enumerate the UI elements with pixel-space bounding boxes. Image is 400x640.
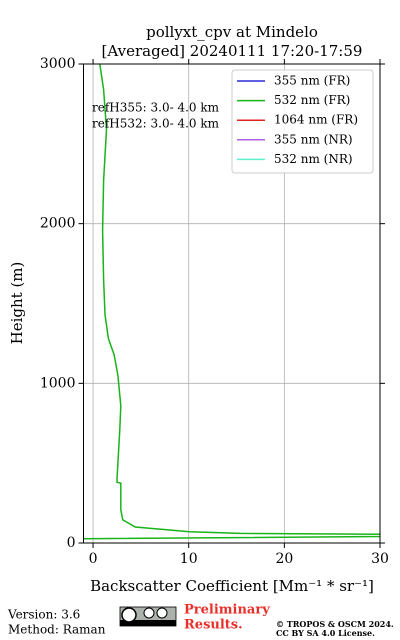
legend-label: 532 nm (NR)	[274, 152, 353, 166]
cc-logo	[119, 606, 177, 627]
x-tick-label: 10	[180, 551, 198, 567]
x-tick-label: 30	[371, 551, 389, 567]
plot-area	[83, 64, 380, 540]
method: Method: Raman	[8, 623, 106, 637]
x-axis-label: Backscatter Coefficient [Mm⁻¹ * sr⁻¹]	[90, 577, 374, 595]
license: CC BY SA 4.0 License.	[276, 628, 375, 638]
legend-box	[231, 69, 374, 174]
y-tick-label: 2000	[40, 216, 76, 232]
y-tick-label: 0	[67, 535, 76, 551]
legend-label: 1064 nm (FR)	[274, 113, 358, 127]
copyright: © TROPOS & OSCM 2024.	[276, 619, 394, 629]
legend-label: 355 nm (NR)	[274, 132, 353, 146]
data-line	[83, 64, 380, 540]
y-axis-label: Height (m)	[8, 262, 26, 345]
plot-frame	[83, 63, 381, 544]
preliminary: Preliminary	[184, 603, 270, 618]
legend-label: 355 nm (FR)	[274, 74, 350, 88]
annotation: refH355: 3.0- 4.0 km	[92, 101, 220, 115]
annotation: refH532: 3.0- 4.0 km	[92, 117, 220, 131]
y-tick-label: 1000	[40, 375, 76, 391]
y-tick-label: 3000	[40, 56, 76, 72]
legend-label: 532 nm (FR)	[274, 93, 350, 107]
chart-subtitle: [Averaged] 20240111 17:20-17:59	[102, 42, 363, 60]
preliminary-results: Results.	[184, 618, 243, 633]
chart-title: pollyxt_cpv at Mindelo	[146, 23, 318, 41]
version: Version: 3.6	[7, 608, 80, 622]
x-tick-label: 20	[275, 551, 293, 567]
x-tick-label: 0	[89, 551, 98, 567]
